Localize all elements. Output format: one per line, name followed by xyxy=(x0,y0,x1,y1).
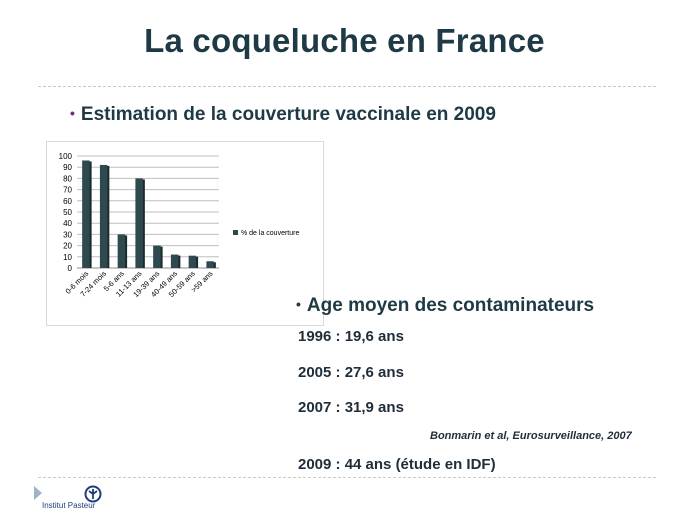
y-tick-label: 20 xyxy=(63,242,72,251)
institut-pasteur-logo: Institut Pasteur xyxy=(26,484,116,514)
vaccination-coverage-chart: 0 10 20 30 40 50 60 70 80 90 100 0-6 mois 7-24 mois 5… xyxy=(46,141,324,326)
bullet-age-heading: • Age moyen des contaminateurs xyxy=(296,295,594,317)
slide-title: La coqueluche en France xyxy=(144,22,545,59)
y-tick-label: 10 xyxy=(63,253,72,262)
reference-author: Bonmarin et al xyxy=(430,430,507,442)
pasteur-mark-icon xyxy=(84,485,102,503)
bar xyxy=(99,164,108,268)
bullet-dot-icon: • xyxy=(70,105,75,121)
stat-2007: 2007 : 31,9 ans xyxy=(298,399,404,416)
slide-arrow-icon xyxy=(34,486,42,500)
bar xyxy=(82,160,90,268)
y-tick-label: 0 xyxy=(68,264,73,273)
bar xyxy=(117,234,126,268)
bullet-dot-icon: • xyxy=(296,296,301,312)
stat-1996: 1996 : 19,6 ans xyxy=(298,328,404,345)
bar xyxy=(135,178,143,268)
y-tick-label: 30 xyxy=(63,230,72,239)
bar xyxy=(170,254,179,268)
top-divider xyxy=(38,86,656,87)
bottom-divider xyxy=(38,477,656,478)
reference-citation: Bonmarin et al, Eurosurveillance, 2007 xyxy=(430,430,632,442)
y-tick-label: 60 xyxy=(63,197,72,206)
bullet-age-text: Age moyen des contaminateurs xyxy=(306,295,595,316)
y-tick-label: 50 xyxy=(63,208,72,217)
bullet-coverage-text: Estimation de la couverture vaccinale en… xyxy=(80,104,496,125)
bar xyxy=(206,261,214,268)
bar xyxy=(153,245,161,268)
reference-source: , Eurosurveillance, 2007 xyxy=(506,430,632,442)
y-tick-label: 70 xyxy=(63,186,72,195)
y-tick-label: 90 xyxy=(63,163,72,172)
y-tick-label: 40 xyxy=(63,219,72,228)
logo-text: Institut Pasteur xyxy=(42,501,96,510)
y-tick-label: 80 xyxy=(63,174,72,183)
stat-2009: 2009 : 44 ans (étude en IDF) xyxy=(298,456,496,473)
legend-label: % de la couverture xyxy=(241,230,299,237)
bullet-coverage-heading: • Estimation de la couverture vaccinale e… xyxy=(70,104,496,126)
stat-2005: 2005 : 27,6 ans xyxy=(298,364,404,381)
y-tick-label: 100 xyxy=(59,152,73,161)
legend-swatch xyxy=(233,230,238,235)
bar xyxy=(188,255,197,268)
